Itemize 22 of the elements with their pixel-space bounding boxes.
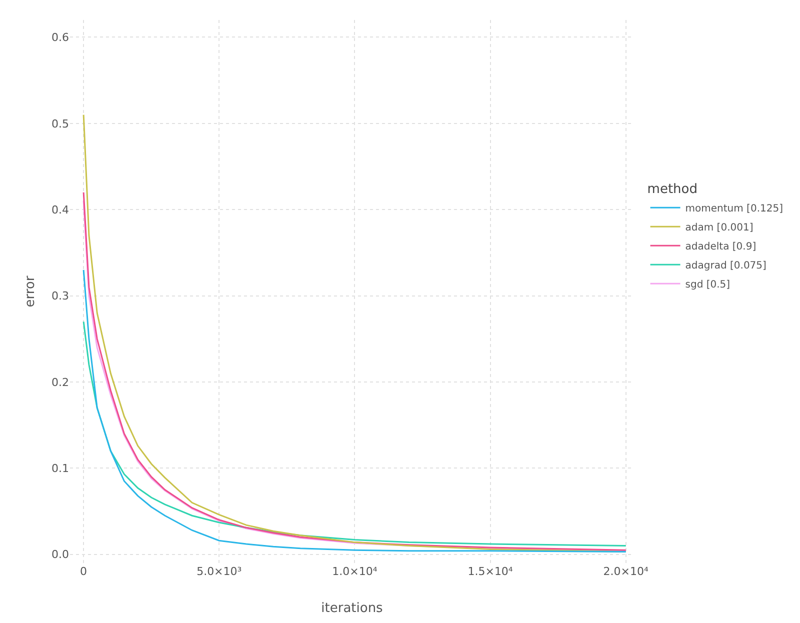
y-tick-label: 0.2 [52, 376, 69, 389]
legend-title: method [647, 182, 698, 198]
x-tick-label: 0 [80, 565, 88, 578]
y-tick-label: 0.3 [52, 290, 69, 303]
x-tick-label: 1.5×10⁴ [468, 565, 514, 578]
legend-label: adam [0.001] [685, 222, 754, 234]
y-tick-label: 0.5 [52, 117, 69, 130]
legend-label: adagrad [0.075] [685, 260, 767, 272]
x-tick-label: 2.0×10⁴ [603, 565, 650, 578]
legend-label: momentum [0.125] [685, 204, 784, 214]
legend-label: sgd [0.5] [685, 280, 730, 290]
x-tick-label: 5.0×10³ [196, 565, 242, 578]
line-series [82, 320, 627, 547]
x-tick-label: 1.0×10⁴ [332, 565, 378, 578]
y-tick-label: 0.0 [52, 548, 69, 562]
y-tick-label: 0.6 [52, 31, 69, 44]
line-series [82, 269, 627, 553]
x-axis-title: iterations [321, 601, 384, 616]
y-tick-label: 0.1 [52, 462, 69, 476]
legend-label: adadelta [0.9] [685, 242, 756, 252]
y-tick-label: 0.4 [52, 203, 69, 216]
y-axis-title: error [23, 275, 38, 308]
